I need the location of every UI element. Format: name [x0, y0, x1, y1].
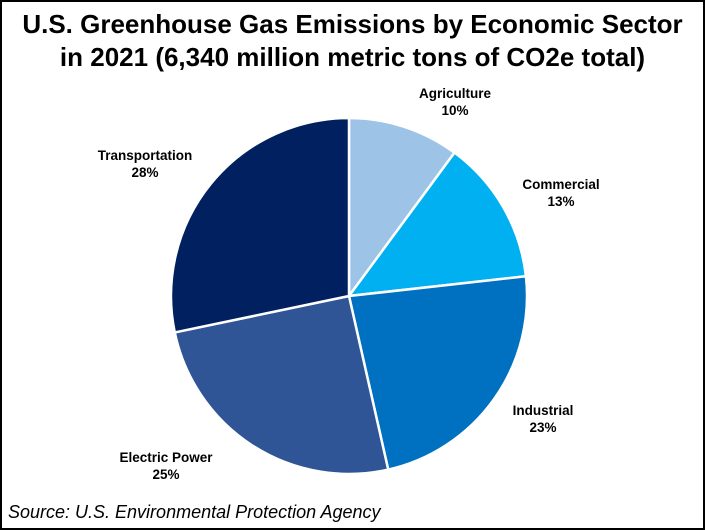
pie-slice-industrial — [347, 275, 529, 471]
pie-slice-commercial — [347, 151, 528, 298]
pie-slice-agriculture — [347, 116, 456, 298]
slice-value-electric-power: 25% — [152, 467, 179, 482]
slice-label-transportation: Transportation — [98, 148, 193, 163]
chart-title-line-2: in 2021 (6,340 million metric tons of CO… — [59, 42, 646, 72]
slice-value-transportation: 28% — [131, 165, 158, 180]
slice-value-commercial: 13% — [547, 194, 574, 209]
pie-slice-transportation — [169, 116, 351, 334]
source-note: Source: U.S. Environmental Protection Ag… — [8, 502, 381, 522]
slice-value-agriculture: 10% — [441, 103, 468, 118]
chart-title-line-1: U.S. Greenhouse Gas Emissions by Economi… — [22, 9, 683, 39]
chart-title: U.S. Greenhouse Gas Emissions by Economi… — [2, 8, 703, 74]
slice-value-industrial: 23% — [529, 420, 556, 435]
slice-label-commercial: Commercial — [522, 177, 599, 192]
slice-label-electric-power: Electric Power — [119, 450, 213, 465]
slice-label-agriculture: Agriculture — [419, 86, 492, 101]
pie-slice-electric-power — [173, 294, 390, 476]
slice-label-industrial: Industrial — [513, 403, 574, 418]
